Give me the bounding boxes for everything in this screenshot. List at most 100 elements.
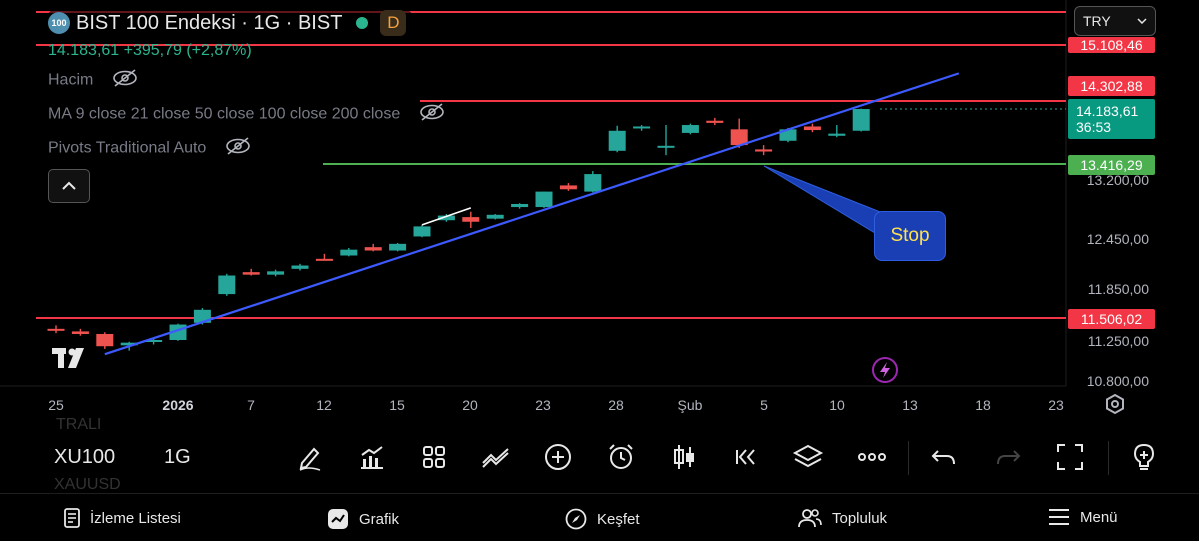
candle-down: [96, 333, 114, 347]
interval-selector[interactable]: 1G: [164, 446, 191, 468]
candle-up: [535, 191, 553, 208]
currency-select[interactable]: TRY: [1074, 6, 1156, 36]
chevron-up-icon: [62, 181, 76, 190]
candle-up: [340, 249, 358, 256]
chart-toolbar: XU100 1G: [0, 425, 1199, 493]
eye-off-icon[interactable]: [419, 103, 445, 126]
tradingview-logo-icon: [52, 348, 84, 368]
candle-down: [315, 258, 333, 261]
nav-community[interactable]: Topluluk: [798, 508, 887, 528]
nav-label: İzleme Listesi: [90, 509, 181, 527]
indicators-icon[interactable]: [356, 441, 388, 473]
eye-off-icon[interactable]: [225, 137, 251, 160]
y-tick: 11.850,00: [1087, 281, 1149, 297]
candle-up: [511, 203, 529, 208]
candle-down: [755, 149, 773, 152]
hamburger-menu-icon: [1049, 509, 1069, 525]
x-tick: 12: [316, 397, 332, 413]
candle-up: [852, 109, 870, 131]
trend-line: [104, 72, 960, 356]
templates-grid-icon[interactable]: [418, 441, 450, 473]
trend-line-short: [421, 207, 472, 226]
redo-icon[interactable]: [992, 441, 1024, 473]
candle-down: [730, 129, 748, 146]
candle-up: [218, 275, 236, 295]
bist100-logo-icon: 100: [48, 12, 70, 34]
compass-icon: [565, 508, 587, 530]
chevron-down-icon: [1137, 18, 1147, 24]
price-change: 14.183,61 +395,79 (+2,87%): [48, 42, 252, 59]
candle-up: [633, 126, 651, 129]
indicator-pivots[interactable]: Pivots Traditional Auto: [48, 137, 251, 160]
market-open-status-dot: [356, 17, 369, 29]
fullscreen-icon[interactable]: [1054, 441, 1086, 473]
candle-up: [486, 214, 504, 219]
price-chart[interactable]: [0, 0, 1199, 425]
compare-icon[interactable]: [480, 441, 512, 473]
undo-icon[interactable]: [928, 441, 960, 473]
toolbar-divider: [908, 441, 909, 475]
price-label-resistance: 14.302,88: [1068, 76, 1155, 96]
price-label-last: 14.183,61 36:53: [1068, 99, 1155, 139]
price-label-top-line: 15.108,46: [1068, 37, 1155, 53]
candle-down: [71, 331, 89, 334]
candle-up: [267, 271, 285, 275]
candle-down: [242, 272, 260, 275]
indicator-label: MA 9 close 21 close 50 close 100 close 2…: [48, 105, 401, 123]
candle-up: [608, 130, 626, 151]
y-tick: 10.800,00: [1086, 373, 1149, 389]
x-tick: Şub: [677, 397, 703, 413]
collapse-legend-button[interactable]: [48, 169, 90, 203]
x-tick: 15: [389, 397, 405, 413]
ideas-lightbulb-icon[interactable]: [1128, 441, 1160, 473]
candle-up: [657, 145, 675, 148]
drawing-pen-icon[interactable]: [294, 441, 326, 473]
candle-up: [193, 309, 211, 323]
indicator-volume[interactable]: Hacim: [48, 69, 138, 92]
candle-down: [559, 185, 577, 190]
x-tick: 18: [975, 397, 991, 413]
lightning-icon[interactable]: [872, 357, 898, 383]
watchlist-icon: [64, 508, 80, 528]
x-tick: 2026: [162, 397, 194, 413]
x-tick: 23: [535, 397, 551, 413]
indicator-label: Hacim: [48, 71, 94, 89]
candle-up: [437, 215, 455, 221]
symbol-selector[interactable]: XU100: [54, 446, 116, 468]
candle-down: [364, 247, 382, 251]
nav-explore[interactable]: Keşfet: [565, 508, 640, 530]
candles-chart-type-icon[interactable]: [668, 441, 700, 473]
toolbar-divider: [1108, 441, 1109, 475]
replay-icon[interactable]: [730, 441, 762, 473]
price-label-support: 13.416,29: [1068, 155, 1155, 175]
x-tick: 20: [462, 397, 478, 413]
eye-off-icon[interactable]: [112, 69, 138, 92]
x-tick: 25: [48, 397, 64, 413]
nav-label: Keşfet: [597, 510, 640, 528]
bottom-navigation: İzleme Listesi Grafik Keşfet Topluluk Me…: [0, 493, 1199, 541]
chart-icon: [328, 509, 348, 529]
layers-icon[interactable]: [792, 441, 824, 473]
nav-menu[interactable]: Menü: [1048, 508, 1118, 526]
y-tick: 11.250,00: [1087, 333, 1149, 349]
symbol-ghost-prev: TRALI: [56, 416, 102, 433]
settings-gear-icon[interactable]: [1106, 393, 1124, 415]
more-options-icon[interactable]: [856, 441, 888, 473]
stop-annotation[interactable]: Stop: [874, 211, 946, 261]
indicator-moving-averages[interactable]: MA 9 close 21 close 50 close 100 close 2…: [48, 103, 445, 126]
y-tick: 12.450,00: [1086, 231, 1149, 247]
alarm-clock-icon[interactable]: [605, 441, 637, 473]
interval-badge[interactable]: D: [380, 10, 407, 36]
add-plus-icon[interactable]: [542, 441, 574, 473]
candle-up: [584, 174, 602, 192]
x-tick: 23: [1048, 397, 1064, 413]
candle-up: [389, 243, 407, 251]
nav-label: Grafik: [359, 510, 400, 528]
nav-label: Menü: [1080, 508, 1118, 526]
chart-title: BIST 100 Endeksi · 1G · BIST: [76, 11, 343, 34]
symbol-title-row[interactable]: 100 BIST 100 Endeksi · 1G · BIST D: [48, 10, 413, 36]
nav-chart[interactable]: Grafik: [327, 508, 399, 530]
nav-watchlist[interactable]: İzleme Listesi: [64, 508, 181, 528]
bar-countdown: 36:53: [1076, 119, 1112, 135]
candle-up: [779, 129, 797, 141]
